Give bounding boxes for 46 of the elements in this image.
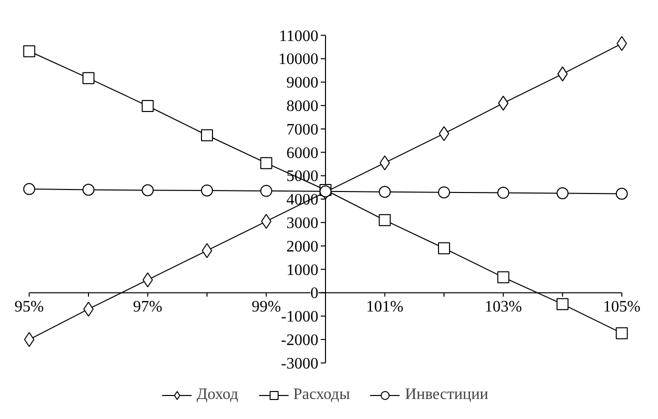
point [202, 243, 212, 258]
point [556, 298, 569, 310]
x-tick-label: 101% [366, 298, 404, 316]
x-tick-label: 95% [14, 298, 44, 316]
point [83, 302, 94, 317]
point [616, 188, 628, 200]
point [200, 184, 213, 196]
y-tick-label: 6000 [286, 144, 318, 162]
point [438, 126, 450, 142]
y-tick-label: 2000 [286, 238, 318, 256]
point [497, 186, 510, 199]
y-tick-label: 3000 [286, 215, 318, 232]
y-tick-label: 8000 [286, 98, 318, 116]
y-tick-label: 10000 [278, 51, 318, 68]
legend-label: Инвестиции [404, 386, 488, 404]
point [378, 186, 391, 198]
y-tick-label: -3000 [281, 355, 318, 372]
point [142, 184, 154, 196]
y-tick-label: 7000 [286, 121, 318, 138]
x-tick-label: 97% [133, 298, 162, 316]
x-tick-label: 105% [603, 298, 640, 316]
point [438, 186, 450, 198]
y-tick-label: -2000 [281, 332, 318, 350]
y-tick-label: 11000 [278, 28, 318, 45]
y-tick-label: 1000 [286, 262, 318, 279]
point [260, 184, 272, 197]
point [23, 183, 36, 196]
x-tick-label: 103% [484, 298, 522, 316]
point [260, 157, 272, 170]
point [497, 271, 510, 284]
point [378, 214, 391, 226]
point [82, 184, 94, 196]
point [556, 187, 569, 200]
point [616, 327, 628, 340]
x-tick-label: 99% [252, 298, 281, 316]
point [82, 72, 94, 84]
y-tick-label: 9000 [286, 74, 318, 92]
point [142, 100, 154, 112]
y-tick-label: -1000 [281, 308, 318, 326]
legend-label: Расходы [293, 386, 350, 404]
point [200, 129, 213, 142]
legend-label: Доход [196, 386, 238, 404]
y-tick-label: 0 [310, 285, 318, 302]
point [23, 45, 36, 58]
point [438, 242, 450, 254]
point [557, 66, 568, 82]
